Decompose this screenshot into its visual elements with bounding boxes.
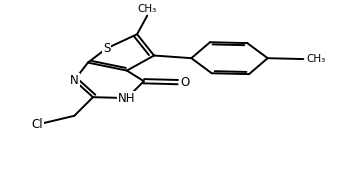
Text: N: N	[70, 74, 79, 87]
Text: CH₃: CH₃	[137, 4, 157, 14]
Text: O: O	[180, 76, 189, 89]
Text: S: S	[103, 42, 110, 55]
Text: Cl: Cl	[31, 118, 43, 131]
Text: NH: NH	[118, 92, 136, 105]
Text: CH₃: CH₃	[307, 54, 326, 64]
